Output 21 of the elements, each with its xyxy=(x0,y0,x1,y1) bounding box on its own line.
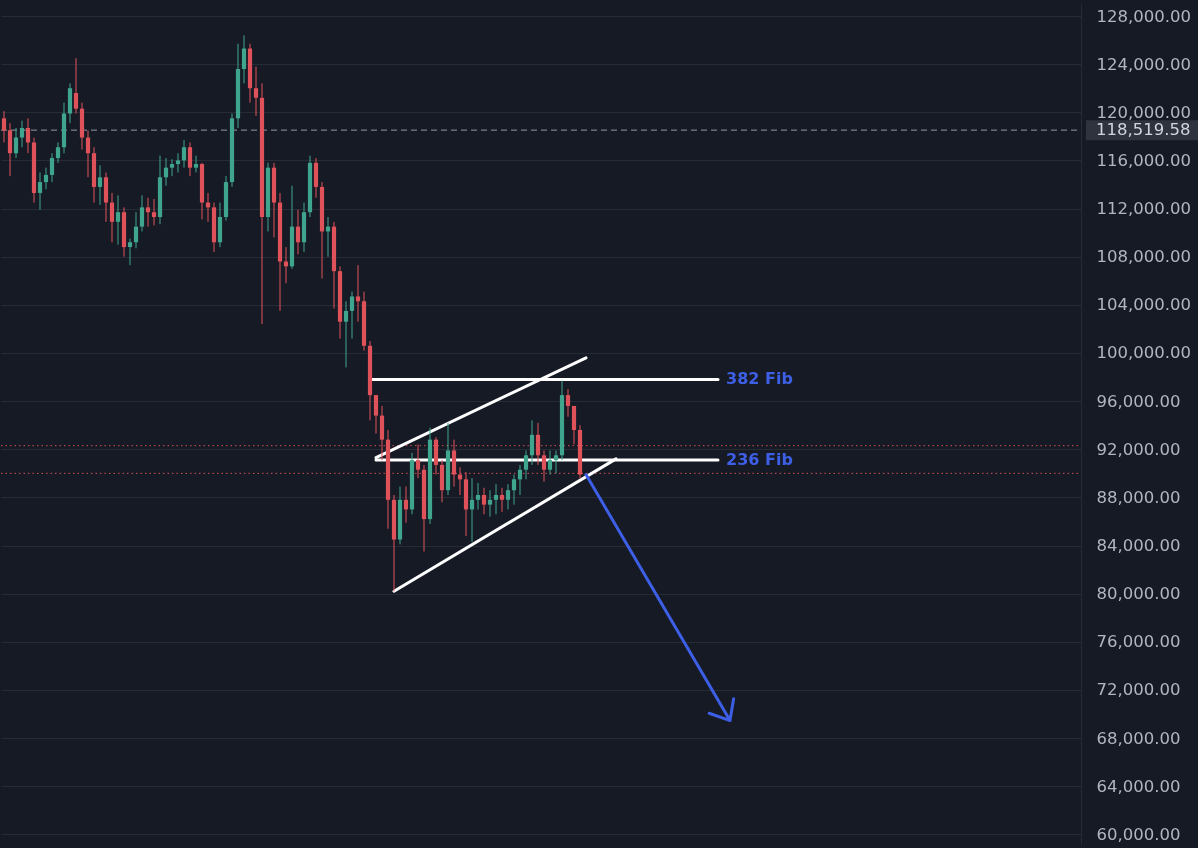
y-tick-label: 76,000.00 xyxy=(1096,632,1181,652)
y-tick-label: 104,000.00 xyxy=(1096,295,1191,315)
series-label: 382 Fib xyxy=(726,369,793,389)
y-tick-label: 124,000.00 xyxy=(1096,54,1191,74)
series-label: 236 Fib xyxy=(726,450,793,470)
y-tick-label: 120,000.00 xyxy=(1096,102,1191,122)
ref-line-label: 118,519.58 xyxy=(1096,120,1191,140)
y-tick-label: 116,000.00 xyxy=(1096,150,1191,170)
y-tick-label: 92,000.00 xyxy=(1096,439,1181,459)
y-tick-label: 96,000.00 xyxy=(1096,391,1181,411)
y-tick-label: 64,000.00 xyxy=(1096,776,1181,796)
y-tick-label: 100,000.00 xyxy=(1096,343,1191,363)
y-tick-label: 72,000.00 xyxy=(1096,680,1181,700)
y-tick-label: 80,000.00 xyxy=(1096,584,1181,604)
y-tick-label: 112,000.00 xyxy=(1096,199,1191,219)
y-tick-label: 60,000.00 xyxy=(1096,824,1181,844)
y-tick-label: 68,000.00 xyxy=(1096,728,1181,748)
y-tick-label: 128,000.00 xyxy=(1096,6,1191,26)
y-tick-label: 88,000.00 xyxy=(1096,487,1181,507)
y-tick-label: 108,000.00 xyxy=(1096,247,1191,267)
y-tick-label: 84,000.00 xyxy=(1096,536,1181,556)
